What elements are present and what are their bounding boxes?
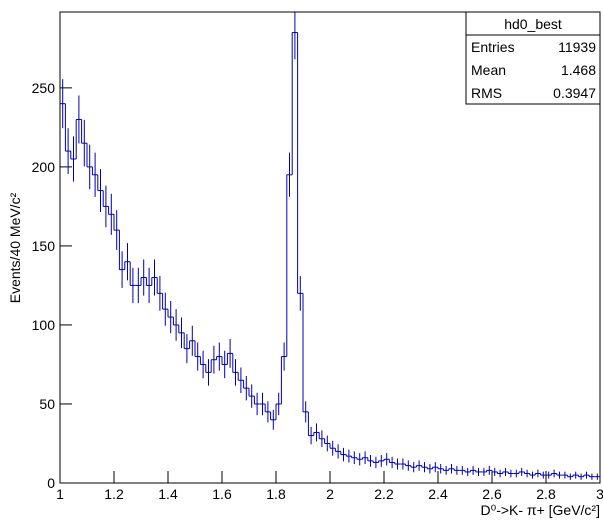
- x-tick-label: 1.4: [158, 486, 178, 502]
- y-tick-label: 250: [32, 80, 56, 96]
- y-axis-label: Events/40 MeV/c²: [7, 192, 23, 303]
- x-tick-label: 2.6: [482, 486, 502, 502]
- stats-box: hd0_best Entries 11939 Mean 1.468 RMS 0.3947: [465, 11, 601, 105]
- x-tick-label: 3: [596, 486, 603, 502]
- stats-value: 0.3947: [553, 85, 596, 101]
- stats-label: RMS: [471, 85, 502, 101]
- x-tick-label: 2.8: [536, 486, 556, 502]
- x-tick-label: 2.2: [374, 486, 394, 502]
- stats-title: hd0_best: [504, 16, 562, 32]
- x-tick-label: 1: [56, 486, 64, 502]
- x-tick-label: 1.6: [212, 486, 232, 502]
- stats-value: 11939: [558, 39, 596, 55]
- histogram: [60, 12, 600, 480]
- x-tick-label: 1.8: [266, 486, 286, 502]
- y-tick-label: 100: [32, 317, 56, 333]
- y-tick-label: 0: [47, 475, 55, 491]
- y-tick-label: 200: [32, 159, 56, 175]
- x-tick-label: 2.4: [428, 486, 448, 502]
- y-tick-label: 150: [32, 238, 56, 254]
- stats-frame: [465, 11, 601, 105]
- stats-label: Mean: [471, 62, 506, 78]
- x-tick-label: 2: [326, 486, 334, 502]
- stats-value: 1.468: [561, 62, 596, 78]
- x-axis-label: D⁰->K- π+ [GeV/c²]: [480, 502, 600, 518]
- y-tick-label: 50: [39, 396, 55, 412]
- stats-label: Entries: [471, 39, 515, 55]
- x-tick-label: 1.2: [104, 486, 124, 502]
